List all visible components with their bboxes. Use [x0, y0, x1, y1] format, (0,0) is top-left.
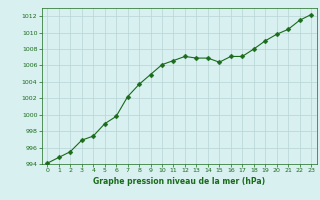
X-axis label: Graphe pression niveau de la mer (hPa): Graphe pression niveau de la mer (hPa) [93, 177, 265, 186]
